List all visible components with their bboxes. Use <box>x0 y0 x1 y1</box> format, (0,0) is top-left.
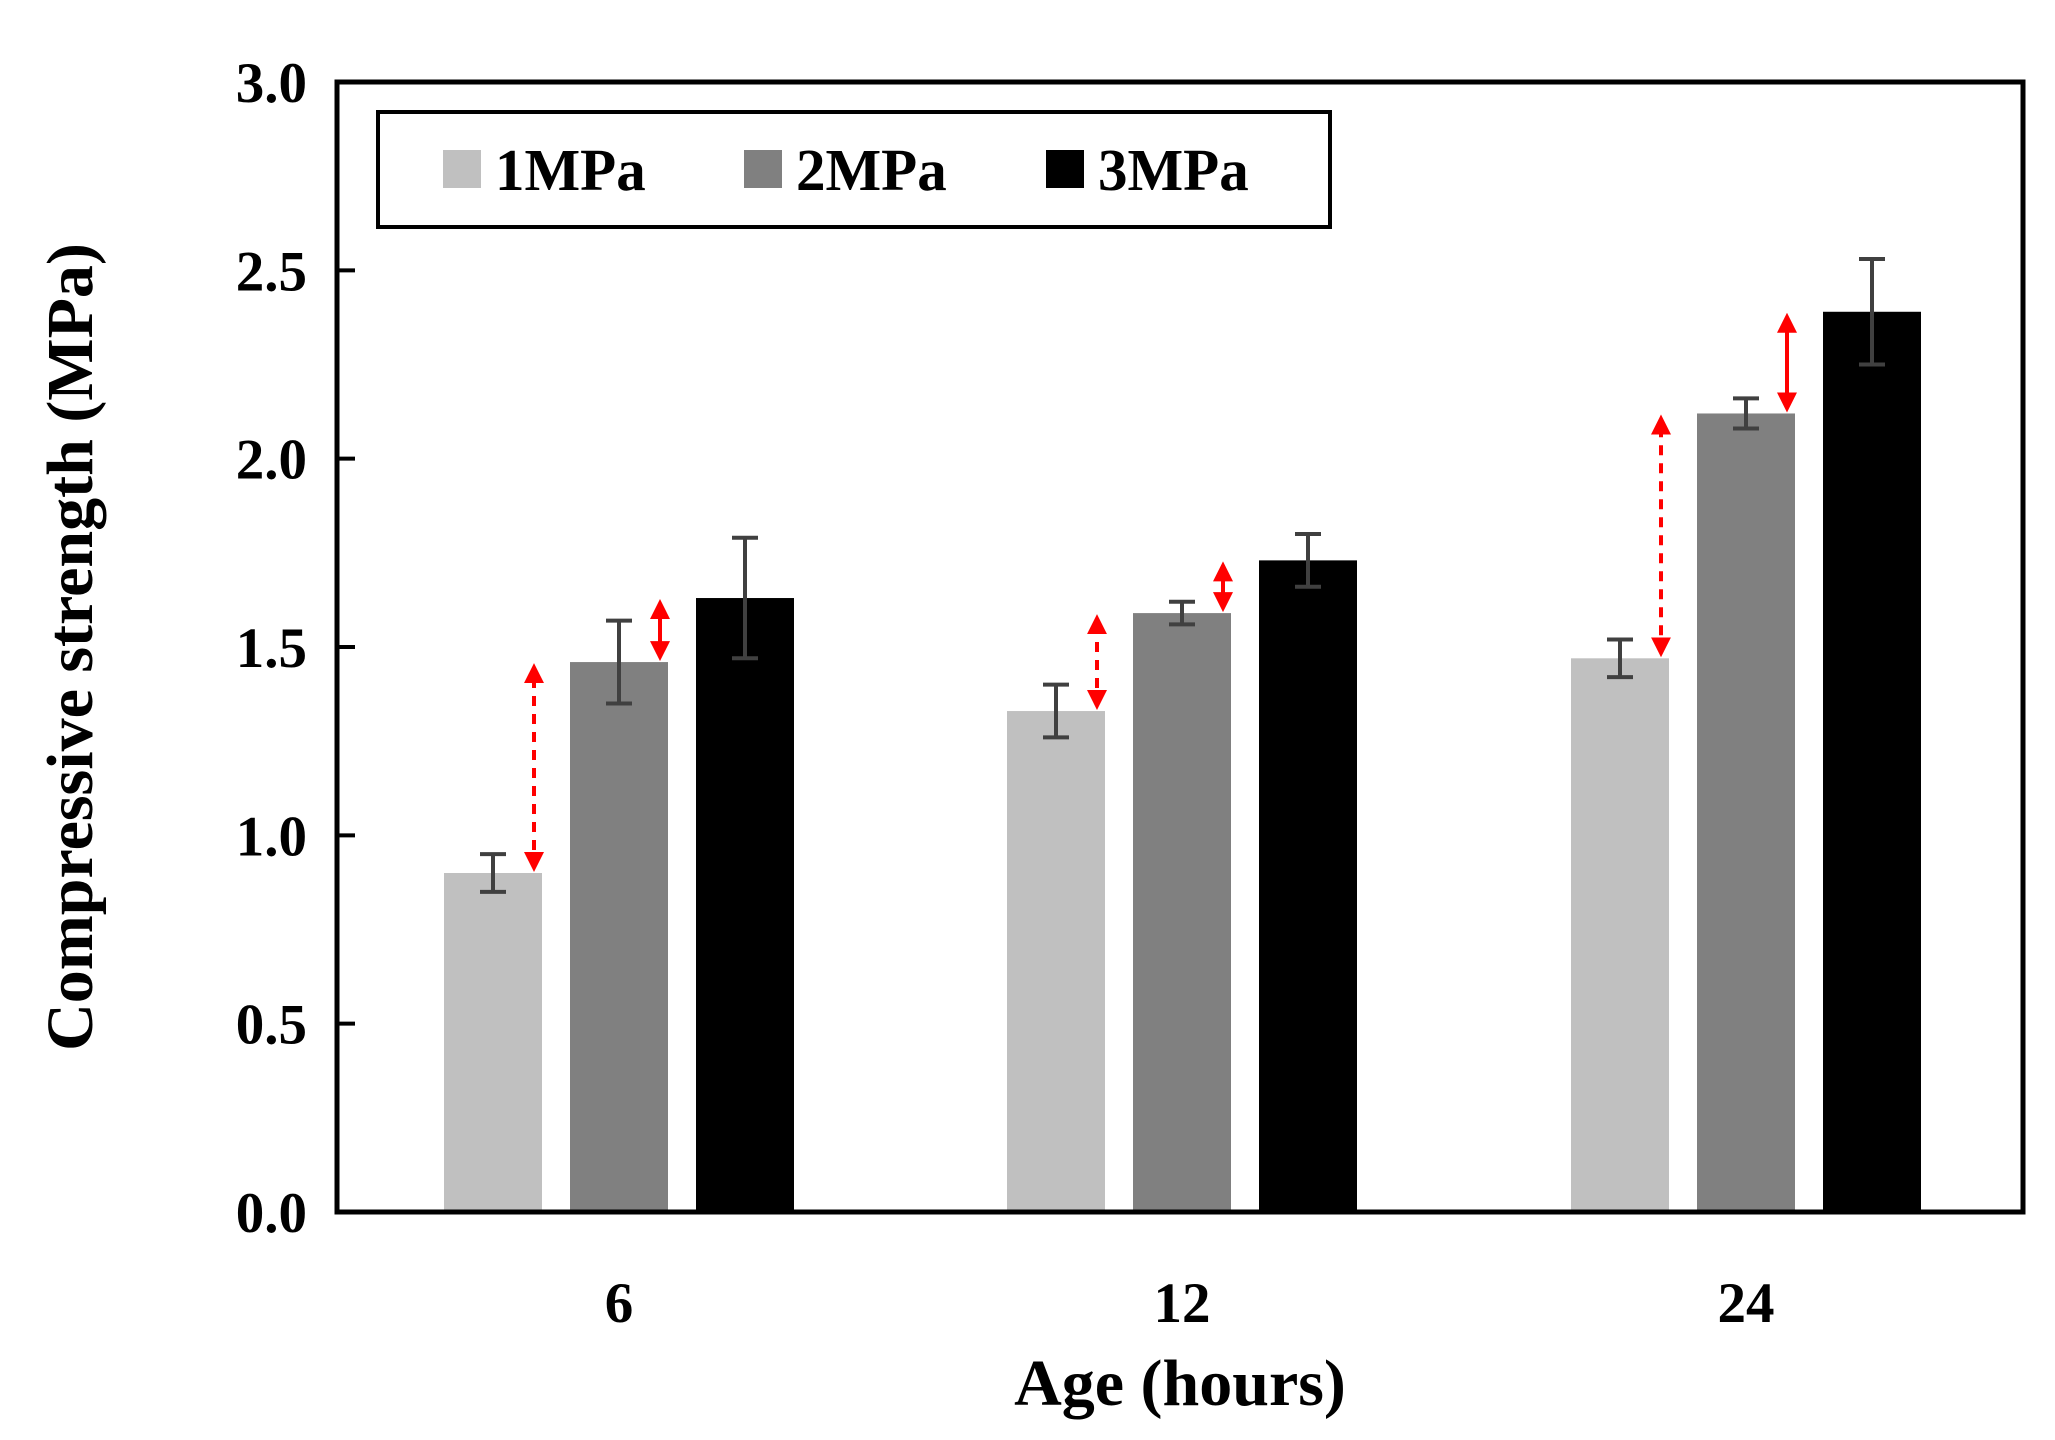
bar-3mpa-24h <box>1823 311 1921 1212</box>
bar-1mpa-12h <box>1007 711 1105 1212</box>
bars-group <box>444 311 1921 1212</box>
error-bars-group <box>480 257 1885 894</box>
y-axis-ticks: 0.0 0.5 1.0 1.5 2.0 2.5 3.0 <box>236 52 355 1245</box>
legend: 1MPa 2MPa 3MPa <box>376 110 1332 229</box>
error-bar <box>1295 532 1321 589</box>
error-bar <box>1859 257 1885 367</box>
error-bar <box>1733 396 1759 431</box>
y-tick-label: 1.0 <box>236 805 307 868</box>
y-tick-label: 3.0 <box>236 52 307 115</box>
legend-swatch-3mpa <box>1046 150 1084 188</box>
legend-label-1mpa: 1MPa <box>495 137 646 203</box>
bar-3mpa-6h <box>696 598 794 1212</box>
y-axis-title: Compressive strength (MPa) <box>34 243 107 1051</box>
y-tick-label: 1.5 <box>236 617 307 680</box>
y-tick-label: 0.0 <box>236 1182 307 1245</box>
error-bar <box>1607 637 1633 680</box>
y-tick-label: 2.0 <box>236 429 307 492</box>
x-axis-ticks: 6 12 24 <box>605 1272 1775 1335</box>
y-tick-label: 2.5 <box>236 240 307 303</box>
legend-swatch-2mpa <box>744 150 782 188</box>
plot-area-frame <box>334 79 2026 1215</box>
bar-1mpa-6h <box>444 873 542 1212</box>
bar-2mpa-12h <box>1133 613 1231 1212</box>
error-bar <box>1043 682 1069 740</box>
bar-2mpa-6h <box>570 662 668 1212</box>
error-bar <box>480 852 506 894</box>
legend-label-3mpa: 3MPa <box>1098 137 1249 203</box>
legend-label-2mpa: 2MPa <box>796 137 947 203</box>
legend-box <box>376 110 1332 229</box>
error-bar <box>732 535 758 661</box>
bar-2mpa-24h <box>1697 413 1795 1212</box>
error-bar <box>1169 599 1195 627</box>
bar-3mpa-12h <box>1259 560 1357 1212</box>
x-axis-title: Age (hours) <box>1014 1347 1346 1420</box>
legend-swatch-1mpa <box>443 150 481 188</box>
x-tick-label: 24 <box>1718 1272 1775 1335</box>
x-tick-label: 12 <box>1154 1272 1211 1335</box>
difference-arrows-group <box>524 312 1797 872</box>
y-tick-label: 0.5 <box>236 994 307 1057</box>
bar-1mpa-24h <box>1571 658 1669 1212</box>
error-bar <box>606 618 632 706</box>
x-tick-label: 6 <box>605 1272 634 1335</box>
